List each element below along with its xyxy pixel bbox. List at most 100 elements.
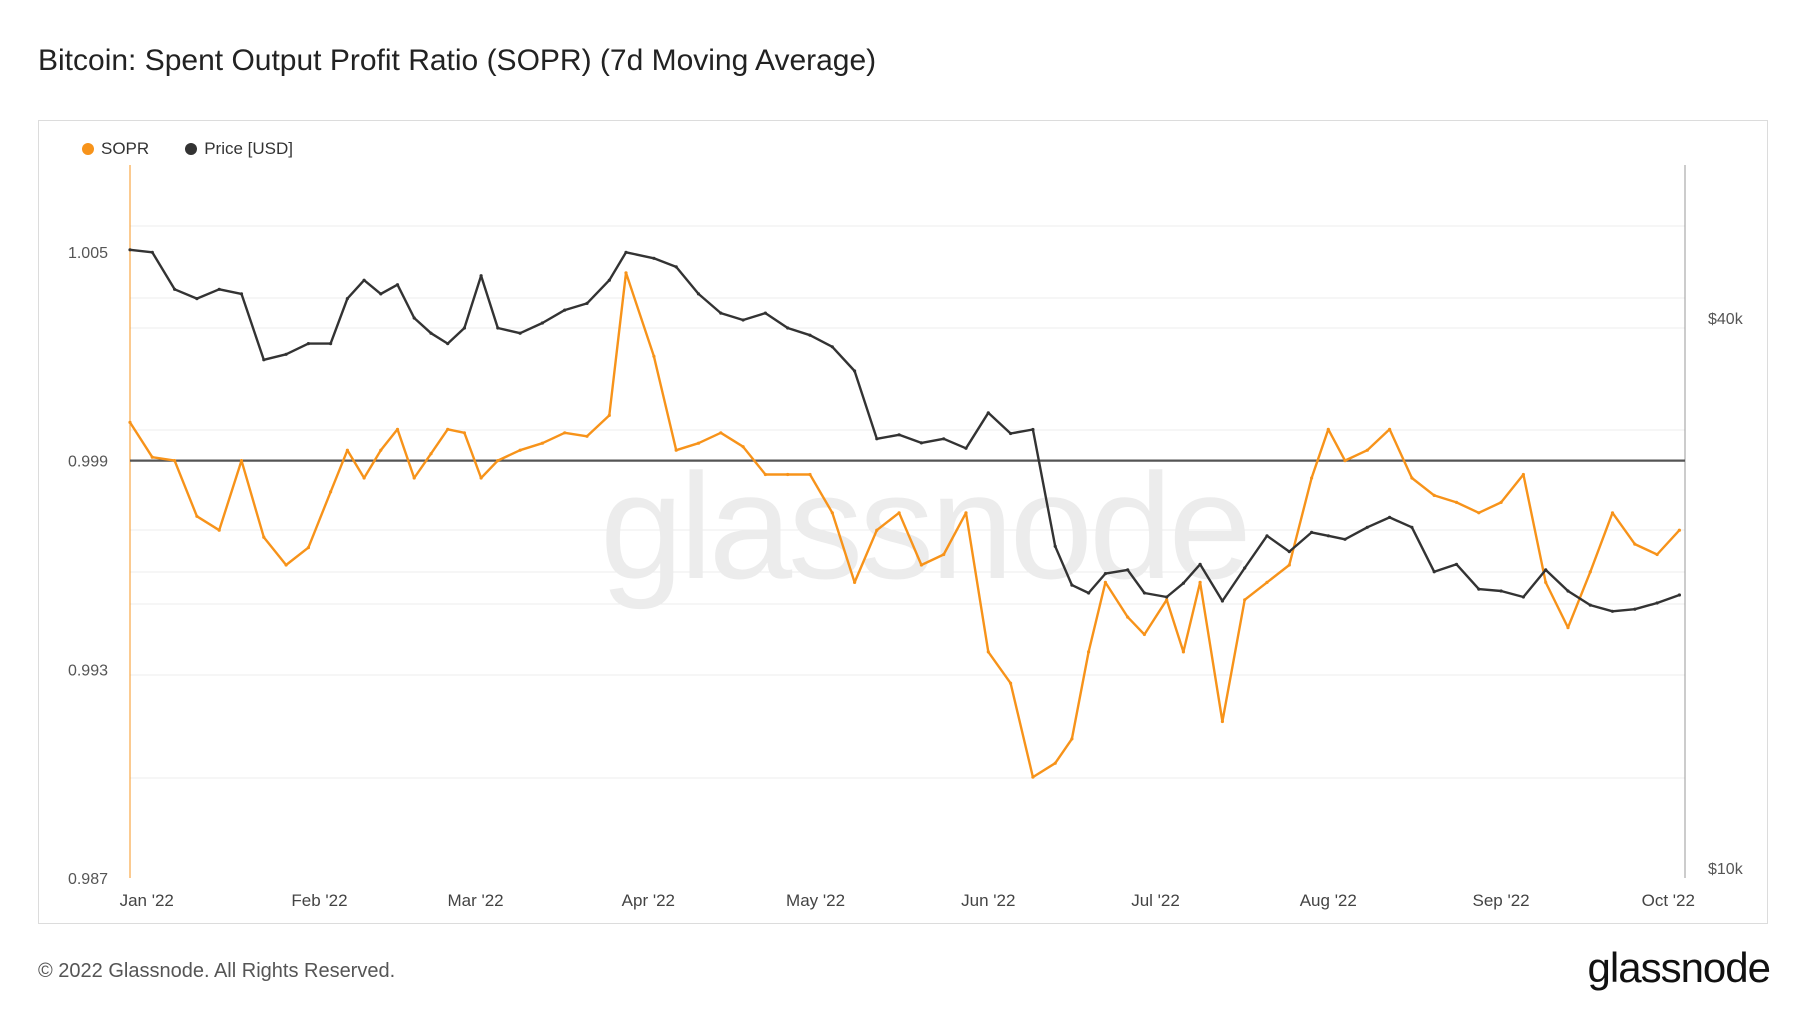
data-point-price-43 <box>1031 427 1035 432</box>
chart-svg: 1.005 0.999 0.993 0.987 $40k $10k Jan '22 Feb '… <box>68 165 1744 910</box>
data-point-price-55 <box>1265 534 1269 538</box>
series-line-sopr <box>128 271 1681 779</box>
data-point-price-38 <box>919 441 924 445</box>
data-point-price-60 <box>1365 525 1369 529</box>
data-point-sopr-8 <box>306 546 310 550</box>
data-point-price-58 <box>1326 534 1330 538</box>
data-point-price-73 <box>1655 601 1659 605</box>
data-point-price-53 <box>1220 599 1224 603</box>
data-point-price-29 <box>719 311 723 315</box>
data-point-sopr-25 <box>624 271 628 275</box>
data-point-price-21 <box>540 321 545 325</box>
data-point-price-70 <box>1588 603 1592 607</box>
data-point-sopr-62 <box>1410 476 1414 480</box>
data-point-price-24 <box>607 278 611 282</box>
data-point-sopr-49 <box>1142 632 1146 637</box>
data-point-price-69 <box>1566 589 1570 593</box>
data-point-price-49 <box>1142 591 1146 595</box>
data-point-price-62 <box>1410 525 1414 529</box>
data-point-sopr-64 <box>1454 500 1459 504</box>
data-point-price-51 <box>1181 581 1185 585</box>
data-point-price-31 <box>763 311 768 315</box>
data-point-price-12 <box>379 292 383 296</box>
x-tick-5: Jun '22 <box>961 891 1015 910</box>
data-point-price-64 <box>1454 562 1459 566</box>
data-point-price-56 <box>1287 550 1291 554</box>
x-tick-9: Oct '22 <box>1642 891 1695 910</box>
data-point-sopr-36 <box>875 528 879 532</box>
data-point-price-54 <box>1243 566 1247 570</box>
data-point-price-71 <box>1610 609 1615 613</box>
data-point-price-42 <box>1009 431 1013 436</box>
data-point-sopr-16 <box>446 427 450 431</box>
data-point-price-37 <box>897 433 901 437</box>
data-point-sopr-11 <box>362 476 366 480</box>
data-point-sopr-70 <box>1588 570 1592 574</box>
data-point-sopr-10 <box>345 448 349 452</box>
data-point-price-74 <box>1677 593 1681 597</box>
data-point-price-19 <box>496 326 500 330</box>
data-point-sopr-66 <box>1499 500 1503 504</box>
data-point-sopr-74 <box>1677 528 1681 532</box>
data-point-price-46 <box>1087 591 1091 595</box>
y-left-tick-1: 0.999 <box>68 454 108 471</box>
data-point-sopr-39 <box>942 552 946 557</box>
data-point-price-41 <box>986 411 990 415</box>
legend-item-price[interactable]: Price [USD] <box>185 139 293 159</box>
legend-item-sopr[interactable]: SOPR <box>82 139 149 159</box>
data-point-price-65 <box>1477 587 1481 591</box>
data-point-sopr-54 <box>1243 598 1247 602</box>
data-point-sopr-73 <box>1655 552 1659 557</box>
data-point-sopr-33 <box>808 472 812 477</box>
data-point-price-25 <box>624 250 628 254</box>
legend-swatch-sopr <box>82 143 94 155</box>
data-point-price-16 <box>446 342 450 346</box>
data-point-sopr-46 <box>1087 650 1091 654</box>
data-point-sopr-22 <box>563 431 567 435</box>
data-point-sopr-52 <box>1198 580 1202 585</box>
data-point-sopr-27 <box>674 448 678 452</box>
data-point-price-36 <box>875 437 879 441</box>
data-point-sopr-61 <box>1388 427 1392 431</box>
data-point-sopr-23 <box>585 434 589 438</box>
y-left-tick-0: 1.005 <box>68 245 108 262</box>
chart-frame <box>38 120 1768 924</box>
data-point-sopr-2 <box>173 459 177 463</box>
data-point-price-40 <box>964 446 968 450</box>
data-point-price-63 <box>1432 570 1436 574</box>
data-point-price-68 <box>1544 568 1548 572</box>
data-point-price-28 <box>696 292 701 296</box>
legend-label-sopr: SOPR <box>101 139 150 158</box>
data-point-price-50 <box>1165 595 1169 599</box>
x-tick-6: Jul '22 <box>1131 891 1180 910</box>
data-point-sopr-21 <box>540 441 545 445</box>
data-point-sopr-9 <box>329 490 333 494</box>
data-point-sopr-34 <box>830 511 834 515</box>
data-point-price-52 <box>1198 562 1202 566</box>
y-left-tick-3: 0.987 <box>68 871 108 888</box>
data-point-price-67 <box>1521 595 1525 599</box>
data-point-sopr-60 <box>1365 448 1369 452</box>
data-point-sopr-50 <box>1165 598 1169 602</box>
data-point-sopr-24 <box>607 413 611 417</box>
data-point-price-2 <box>173 287 177 291</box>
data-point-price-4 <box>217 287 221 291</box>
chart-legend: SOPR Price [USD] <box>82 139 293 159</box>
data-point-sopr-0 <box>128 420 132 424</box>
data-point-price-8 <box>306 342 310 346</box>
x-tick-8: Sep '22 <box>1473 891 1530 910</box>
data-point-price-34 <box>830 345 834 349</box>
data-point-price-22 <box>563 308 567 312</box>
data-point-price-33 <box>808 333 812 337</box>
footer-logo: glassnode <box>1587 944 1771 991</box>
data-point-price-32 <box>786 326 790 330</box>
chart-title: Bitcoin: Spent Output Profit Ratio (SOPR… <box>38 44 877 77</box>
y-right-tick-1: $10k <box>1708 861 1744 878</box>
data-point-price-48 <box>1126 568 1130 572</box>
data-point-sopr-31 <box>763 472 768 477</box>
data-point-price-66 <box>1499 589 1503 593</box>
data-point-sopr-29 <box>719 431 723 435</box>
data-point-sopr-56 <box>1287 563 1291 567</box>
data-point-price-72 <box>1633 607 1637 611</box>
data-point-sopr-69 <box>1566 626 1570 630</box>
